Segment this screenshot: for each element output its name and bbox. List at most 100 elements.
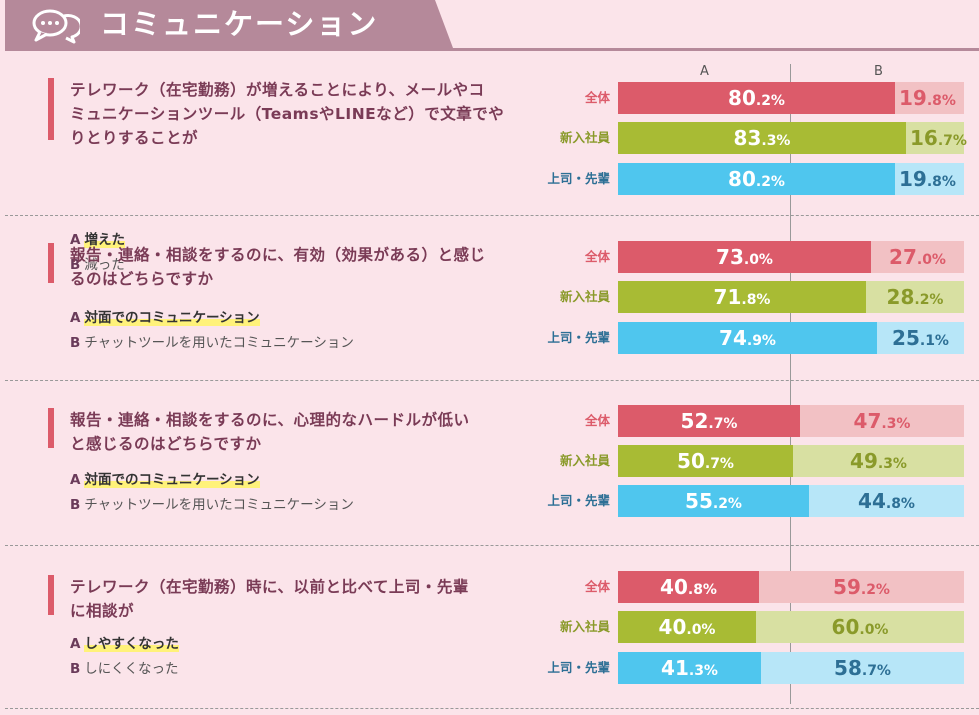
question-marker bbox=[48, 78, 54, 140]
group-label: 上司・先輩 bbox=[547, 660, 610, 675]
bar-segment-a: 40.8% bbox=[618, 571, 759, 603]
option-tag: B bbox=[70, 335, 81, 351]
option-b: B チャットツールを用いたコミュニケーション bbox=[70, 493, 354, 513]
value-decimal: .0% bbox=[743, 252, 773, 268]
group-label: 新入社員 bbox=[559, 289, 610, 304]
bar-segment-a: 80.2% bbox=[618, 163, 895, 195]
stacked-bar: 83.3% 16.7% bbox=[618, 122, 967, 154]
group-label: 全体 bbox=[584, 413, 610, 428]
question-marker bbox=[48, 408, 54, 448]
option-text: 対面でのコミュニケーション bbox=[84, 472, 260, 488]
value-integer: 47 bbox=[853, 409, 882, 433]
bar-segment-b: 60.0% bbox=[756, 611, 964, 643]
option-tag: B bbox=[70, 497, 81, 513]
chat-bubbles-icon bbox=[32, 9, 80, 44]
stacked-bar: 80.2% 19.8% bbox=[618, 82, 964, 114]
option-text: 減った bbox=[84, 257, 125, 273]
bar-segment-a: 50.7% bbox=[618, 445, 793, 477]
value-integer: 71 bbox=[713, 285, 742, 309]
stacked-bar: 80.2% 19.8% bbox=[618, 163, 964, 195]
value-decimal: .8% bbox=[926, 93, 956, 109]
question-line: るのはどちらですか bbox=[70, 270, 214, 288]
question-line: に相談が bbox=[70, 602, 135, 620]
value-decimal: .2% bbox=[712, 496, 742, 512]
bar-segment-b: 58.7% bbox=[761, 652, 964, 684]
value-decimal: .8% bbox=[687, 582, 717, 598]
value-integer: 28 bbox=[886, 285, 915, 309]
header: コミュニケーション bbox=[0, 0, 979, 52]
value-integer: 44 bbox=[858, 489, 886, 513]
stacked-bar: 74.9% 25.1% bbox=[618, 322, 964, 354]
value-decimal: .7% bbox=[708, 416, 738, 432]
value-decimal: .9% bbox=[746, 333, 776, 349]
option-b: B 減った bbox=[70, 253, 125, 273]
group-label: 新入社員 bbox=[559, 619, 610, 634]
value-integer: 73 bbox=[716, 245, 744, 269]
value-decimal: .0% bbox=[859, 622, 889, 638]
stacked-bar: 71.8% 28.2% bbox=[618, 281, 964, 313]
bar-segment-a: 41.3% bbox=[618, 652, 761, 684]
value-decimal: .1% bbox=[919, 333, 949, 349]
value-decimal: .2% bbox=[914, 292, 944, 308]
bar-segment-b: 59.2% bbox=[759, 571, 964, 603]
section-divider bbox=[5, 380, 979, 381]
question-marker bbox=[48, 575, 54, 615]
option-text: チャットツールを用いたコミュニケーション bbox=[84, 335, 354, 351]
value-integer: 40 bbox=[658, 615, 687, 639]
option-b: B チャットツールを用いたコミュニケーション bbox=[70, 331, 354, 351]
bar-segment-b: 28.2% bbox=[866, 281, 964, 313]
option-tag: A bbox=[70, 472, 81, 488]
question-text: テレワーク（在宅勤務）が増えることにより、メールやコミュニケーションツール（Te… bbox=[70, 78, 530, 150]
value-integer: 59 bbox=[833, 575, 861, 599]
option-text: しにくくなった bbox=[84, 661, 179, 677]
fifty-percent-line bbox=[790, 64, 791, 704]
value-decimal: .8% bbox=[926, 174, 956, 190]
bar-segment-b: 19.8% bbox=[895, 163, 964, 195]
section-divider bbox=[5, 215, 979, 216]
question-marker bbox=[48, 243, 54, 283]
bar-segment-b: 19.8% bbox=[895, 82, 964, 114]
value-integer: 60 bbox=[831, 615, 860, 639]
value-integer: 58 bbox=[834, 656, 862, 680]
value-integer: 80 bbox=[728, 167, 756, 191]
bar-segment-a: 73.0% bbox=[618, 241, 871, 273]
value-decimal: .2% bbox=[755, 174, 785, 190]
stacked-bar: 40.0% 60.0% bbox=[618, 611, 964, 643]
value-decimal: .7% bbox=[861, 663, 891, 679]
value-integer: 27 bbox=[889, 245, 917, 269]
group-label: 上司・先輩 bbox=[547, 330, 610, 345]
group-label: 全体 bbox=[584, 249, 610, 264]
option-a: A 対面でのコミュニケーション bbox=[70, 306, 260, 326]
question-line: りとりすることが bbox=[70, 129, 199, 147]
bar-segment-a: 40.0% bbox=[618, 611, 756, 643]
question-line: テレワーク（在宅勤務）が増えることにより、メールやコ bbox=[70, 81, 485, 99]
stacked-bar: 52.7% 47.3% bbox=[618, 405, 964, 437]
option-a: A しやすくなった bbox=[70, 632, 179, 652]
group-label: 新入社員 bbox=[559, 453, 610, 468]
value-integer: 49 bbox=[850, 449, 878, 473]
bar-segment-a: 55.2% bbox=[618, 485, 809, 517]
value-decimal: .3% bbox=[881, 416, 911, 432]
stacked-bar: 73.0% 27 .0% bbox=[618, 241, 964, 273]
bar-segment-b: 16.7% bbox=[906, 122, 967, 154]
group-label: 全体 bbox=[584, 90, 610, 105]
option-tag: B bbox=[70, 661, 81, 677]
option-tag: B bbox=[70, 257, 81, 273]
value-integer: 83 bbox=[733, 126, 762, 150]
question-line: ミュニケーションツール（TeamsやLINEなど）で文章でや bbox=[70, 105, 505, 123]
header-underline bbox=[5, 48, 979, 51]
value-decimal: .2% bbox=[860, 582, 890, 598]
stacked-bar: 55.2% 44.8% bbox=[618, 485, 964, 517]
value-decimal: .3% bbox=[877, 456, 907, 472]
value-decimal: .7% bbox=[704, 456, 734, 472]
option-tag: A bbox=[70, 232, 81, 248]
stacked-bar: 50.7% 49.3% bbox=[618, 445, 964, 477]
question-line: 報告・連絡・相談をするのに、心理的なハードルが低い bbox=[70, 411, 470, 429]
question-text: テレワーク（在宅勤務）時に、以前と比べて上司・先輩 に相談が bbox=[70, 575, 530, 623]
value-decimal: .2% bbox=[755, 93, 785, 109]
option-a: A 対面でのコミュニケーション bbox=[70, 468, 260, 488]
group-label: 全体 bbox=[584, 579, 610, 594]
stacked-bar: 41.3% 58.7% bbox=[618, 652, 964, 684]
group-label: 新入社員 bbox=[559, 130, 610, 145]
bar-segment-b: 44.8% bbox=[809, 485, 964, 517]
